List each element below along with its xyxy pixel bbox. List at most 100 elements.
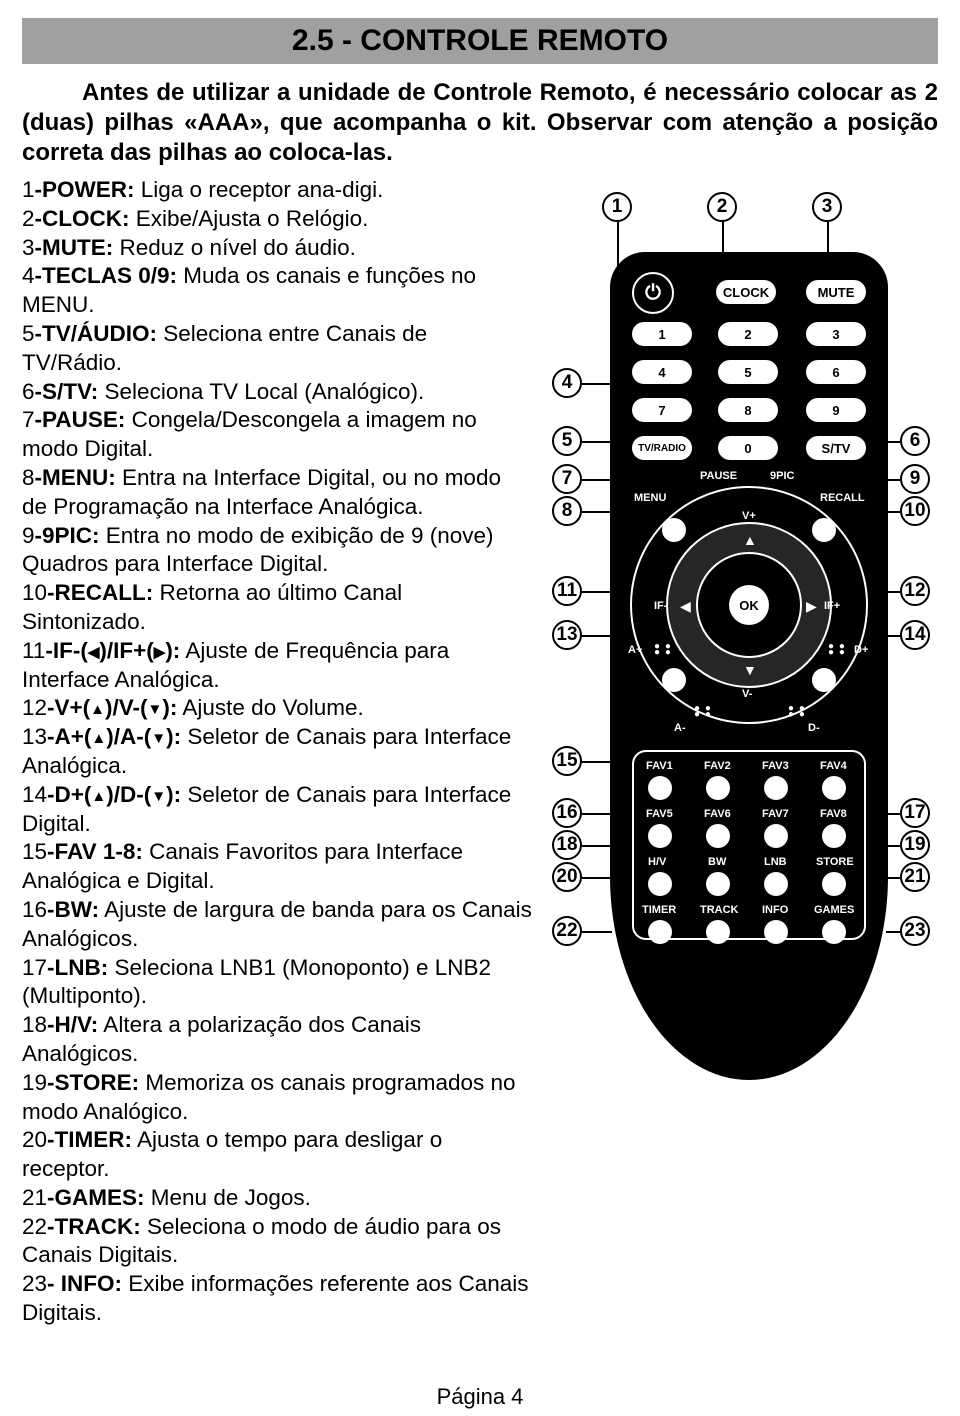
- vminus-label: V-: [742, 688, 752, 700]
- remote-diagram: 1 2 3 ⏻ CLOCK MUTE 1 2 3 4 5 6 7 8 9: [542, 176, 938, 1328]
- callout-21: 21: [900, 862, 930, 892]
- aminus-label: A-: [674, 722, 686, 734]
- callout-line: [582, 591, 612, 593]
- callout-line: [886, 931, 900, 933]
- intro-text: Antes de utilizar a unidade de Controle …: [22, 78, 938, 168]
- lnb-label: LNB: [764, 856, 787, 868]
- description-list: 1-POWER: Liga o receptor ana-digi.2-CLOC…: [22, 176, 532, 1328]
- fav-dot: [648, 824, 672, 848]
- fav-dot: [706, 824, 730, 848]
- mute-button: MUTE: [806, 280, 866, 304]
- callout-20: 20: [552, 862, 582, 892]
- callout-11: 11: [552, 576, 582, 606]
- desc-item: 5-TV/ÁUDIO: Seleciona entre Canais de TV…: [22, 320, 532, 378]
- aplus-label: A+: [628, 644, 642, 656]
- fav-dot: [706, 776, 730, 800]
- num-3: 3: [806, 322, 866, 346]
- desc-item: 12-V+(▲)/V-(▼): Ajuste do Volume.: [22, 694, 532, 723]
- callout-6: 6: [900, 426, 930, 456]
- fn-dot: [706, 872, 730, 896]
- desc-item: 15-FAV 1-8: Canais Favoritos para Interf…: [22, 838, 532, 896]
- clock-button: CLOCK: [716, 280, 776, 304]
- callout-line: [582, 635, 612, 637]
- hv-label: H/V: [648, 856, 666, 868]
- callout-3: 3: [812, 192, 842, 222]
- desc-item: 7-PAUSE: Congela/Descongela a imagem no …: [22, 406, 532, 464]
- arrow-up: ▲: [743, 532, 757, 548]
- desc-item: 21-GAMES: Menu de Jogos.: [22, 1184, 532, 1213]
- corner-dot: [662, 518, 686, 542]
- callout-line: [582, 877, 612, 879]
- track-label: TRACK: [700, 904, 739, 916]
- corner-dot: [812, 518, 836, 542]
- callout-13: 13: [552, 620, 582, 650]
- callout-line: [886, 591, 900, 593]
- desc-item: 2-CLOCK: Exibe/Ajusta o Relógio.: [22, 205, 532, 234]
- num-9: 9: [806, 398, 866, 422]
- menu-label: MENU: [634, 492, 666, 504]
- callout-line: [886, 877, 900, 879]
- fav-dot: [764, 776, 788, 800]
- desc-item: 13-A+(▲)/A-(▼): Seletor de Canais para I…: [22, 723, 532, 781]
- callout-1: 1: [602, 192, 632, 222]
- dots-icon: ● ●● ●: [828, 644, 846, 656]
- fn-dot: [822, 872, 846, 896]
- fav2-label: FAV2: [704, 760, 731, 772]
- corner-dot: [812, 668, 836, 692]
- callout-5: 5: [552, 426, 582, 456]
- desc-item: 10-RECALL: Retorna ao último Canal Sinto…: [22, 579, 532, 637]
- dminus-label: D-: [808, 722, 820, 734]
- arrow-left: ◀: [680, 598, 691, 615]
- fav-dot: [822, 776, 846, 800]
- fav1-label: FAV1: [646, 760, 673, 772]
- callout-16: 16: [552, 798, 582, 828]
- info-label: INFO: [762, 904, 788, 916]
- callout-line: [886, 511, 900, 513]
- desc-item: 16-BW: Ajuste de largura de banda para o…: [22, 896, 532, 954]
- callout-line: [582, 441, 612, 443]
- num-1: 1: [632, 322, 692, 346]
- num-7: 7: [632, 398, 692, 422]
- desc-item: 1-POWER: Liga o receptor ana-digi.: [22, 176, 532, 205]
- num-6: 6: [806, 360, 866, 384]
- dots-icon: ● ●● ●: [654, 644, 672, 656]
- desc-item: 23- INFO: Exibe informações referente ao…: [22, 1270, 532, 1328]
- tvradio-button: TV/RADIO: [632, 436, 692, 460]
- desc-item: 18-H/V: Altera a polarização dos Canais …: [22, 1011, 532, 1069]
- fn-dot: [764, 920, 788, 944]
- ifminus-label: IF-: [654, 600, 667, 612]
- num-4: 4: [632, 360, 692, 384]
- bw-label: BW: [708, 856, 726, 868]
- callout-line: [582, 813, 612, 815]
- callout-line: [582, 383, 612, 385]
- callout-line: [886, 479, 900, 481]
- fav6-label: FAV6: [704, 808, 731, 820]
- callout-line: [582, 931, 612, 933]
- desc-item: 19-STORE: Memoriza os canais programados…: [22, 1069, 532, 1127]
- fav8-label: FAV8: [820, 808, 847, 820]
- section-title: 2.5 - CONTROLE REMOTO: [22, 18, 938, 64]
- callout-line: [886, 845, 900, 847]
- stv-button: S/TV: [806, 436, 866, 460]
- page-number: Página 4: [0, 1384, 960, 1410]
- desc-item: 4-TECLAS 0/9: Muda os canais e funções n…: [22, 262, 532, 320]
- callout-10: 10: [900, 496, 930, 526]
- fav-dot: [764, 824, 788, 848]
- callout-12: 12: [900, 576, 930, 606]
- corner-dot: [662, 668, 686, 692]
- num-8: 8: [718, 398, 778, 422]
- callout-line: [582, 479, 612, 481]
- store-label: STORE: [816, 856, 854, 868]
- fn-dot: [648, 872, 672, 896]
- fn-dot: [822, 920, 846, 944]
- callout-9: 9: [900, 464, 930, 494]
- fav-dot: [822, 824, 846, 848]
- desc-item: 6-S/TV: Seleciona TV Local (Analógico).: [22, 378, 532, 407]
- callout-4: 4: [552, 368, 582, 398]
- power-button: ⏻: [632, 272, 674, 314]
- fn-dot: [706, 920, 730, 944]
- desc-item: 14-D+(▲)/D-(▼): Seletor de Canais para I…: [22, 781, 532, 839]
- callout-7: 7: [552, 464, 582, 494]
- fav3-label: FAV3: [762, 760, 789, 772]
- callout-2: 2: [707, 192, 737, 222]
